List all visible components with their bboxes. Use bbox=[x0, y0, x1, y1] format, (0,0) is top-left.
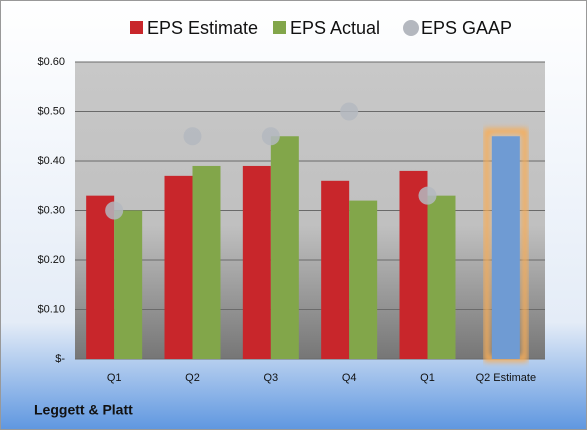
gaap-marker bbox=[183, 127, 202, 146]
x-tick-label: Q4 bbox=[342, 372, 357, 384]
y-tick-label: $0.40 bbox=[37, 155, 65, 167]
y-tick-label: $0.50 bbox=[37, 105, 65, 117]
gaap-marker bbox=[340, 102, 359, 121]
gaap-marker bbox=[261, 127, 280, 146]
x-tick-label: Q1 bbox=[107, 372, 122, 384]
y-tick-label: $0.10 bbox=[37, 303, 65, 315]
legend-label: EPS Estimate bbox=[147, 18, 258, 38]
x-tick-label: Q2 Estimate bbox=[476, 372, 537, 384]
bar bbox=[349, 200, 378, 359]
bar bbox=[114, 210, 143, 359]
gaap-marker bbox=[418, 186, 437, 205]
bar bbox=[86, 195, 115, 359]
bar bbox=[427, 195, 456, 359]
y-tick-label: $0.20 bbox=[37, 254, 65, 266]
legend-label: EPS GAAP bbox=[421, 18, 512, 38]
y-tick-label: $0.60 bbox=[37, 56, 65, 68]
legend-label: EPS Actual bbox=[290, 18, 380, 38]
legend-swatch bbox=[130, 21, 143, 34]
bar bbox=[321, 180, 350, 359]
x-tick-label: Q3 bbox=[263, 372, 278, 384]
bar bbox=[270, 136, 299, 359]
bar bbox=[242, 165, 271, 359]
source: Leggett & Platt bbox=[34, 402, 133, 418]
bar bbox=[164, 175, 193, 359]
x-tick-label: Q1 bbox=[420, 372, 435, 384]
y-tick-label: $0.30 bbox=[37, 204, 65, 216]
gaap-marker bbox=[105, 201, 124, 220]
x-tick-label: Q2 bbox=[185, 372, 200, 384]
bar bbox=[491, 136, 520, 359]
legend-swatch bbox=[403, 20, 419, 36]
bar bbox=[192, 165, 221, 359]
y-tick-label: $- bbox=[55, 353, 65, 365]
legend-swatch bbox=[273, 21, 286, 34]
